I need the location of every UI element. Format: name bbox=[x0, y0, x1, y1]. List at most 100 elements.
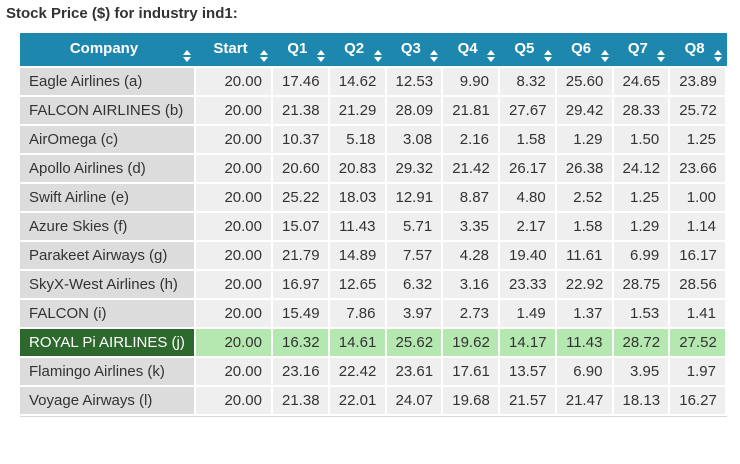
sort-icon bbox=[183, 50, 191, 62]
value-cell: 3.16 bbox=[443, 271, 500, 300]
column-header-q3[interactable]: Q3 bbox=[386, 33, 444, 68]
value-cell: 5.18 bbox=[329, 126, 387, 155]
table-row[interactable]: Flamingo Airlines (k) 20.00 23.16 22.42 23.6… bbox=[20, 358, 727, 387]
value-cell: 2.17 bbox=[500, 213, 557, 242]
value-cell: 20.00 bbox=[196, 97, 273, 126]
table-row[interactable]: SkyX-West Airlines (h) 20.00 16.97 12.65 6.3… bbox=[20, 271, 727, 300]
table-row[interactable]: Azure Skies (f) 20.00 15.07 11.43 5.71 3.35 2.… bbox=[20, 213, 727, 242]
value-cell: 24.65 bbox=[613, 68, 671, 97]
value-cell: 23.61 bbox=[386, 358, 444, 387]
column-header-label: Q2 bbox=[344, 40, 365, 57]
value-cell: 12.91 bbox=[386, 184, 444, 213]
value-cell: 7.86 bbox=[329, 300, 387, 329]
value-cell: 11.61 bbox=[556, 242, 614, 271]
value-cell: 22.01 bbox=[329, 387, 387, 416]
value-cell: 2.16 bbox=[443, 126, 500, 155]
value-cell: 1.25 bbox=[670, 126, 727, 155]
value-cell: 26.38 bbox=[556, 155, 614, 184]
value-cell: 28.72 bbox=[613, 329, 671, 358]
value-cell: 3.08 bbox=[386, 126, 444, 155]
column-header-q7[interactable]: Q7 bbox=[613, 33, 671, 68]
company-cell: Swift Airline (e) bbox=[20, 184, 196, 213]
value-cell: 1.49 bbox=[500, 300, 557, 329]
sort-icon bbox=[260, 50, 268, 62]
value-cell: 16.17 bbox=[670, 242, 727, 271]
column-header-label: Q3 bbox=[400, 40, 421, 57]
column-header-label: Q7 bbox=[627, 40, 648, 57]
value-cell: 13.57 bbox=[500, 358, 557, 387]
value-cell: 3.95 bbox=[613, 358, 671, 387]
value-cell: 16.32 bbox=[273, 329, 330, 358]
value-cell: 12.65 bbox=[329, 271, 387, 300]
company-cell: FALCON AIRLINES (b) bbox=[20, 97, 196, 126]
value-cell: 7.57 bbox=[386, 242, 444, 271]
value-cell: 14.89 bbox=[329, 242, 387, 271]
value-cell: 1.50 bbox=[613, 126, 671, 155]
value-cell: 23.16 bbox=[273, 358, 330, 387]
value-cell: 16.97 bbox=[273, 271, 330, 300]
value-cell: 16.27 bbox=[670, 387, 727, 416]
table-row[interactable]: FALCON (i) 20.00 15.49 7.86 3.97 2.73 1.49 1.37… bbox=[20, 300, 727, 329]
value-cell: 20.00 bbox=[196, 329, 273, 358]
value-cell: 21.42 bbox=[443, 155, 500, 184]
column-header-q4[interactable]: Q4 bbox=[443, 33, 500, 68]
column-header-label: Company bbox=[69, 40, 139, 57]
column-header-q6[interactable]: Q6 bbox=[556, 33, 614, 68]
value-cell: 1.58 bbox=[556, 213, 614, 242]
value-cell: 20.00 bbox=[196, 184, 273, 213]
company-cell: Voyage Airways (l) bbox=[20, 387, 196, 416]
value-cell: 22.92 bbox=[556, 271, 614, 300]
value-cell: 11.43 bbox=[556, 329, 614, 358]
column-header-q2[interactable]: Q2 bbox=[329, 33, 387, 68]
sort-icon bbox=[543, 50, 552, 62]
value-cell: 1.29 bbox=[556, 126, 614, 155]
sort-icon bbox=[487, 50, 495, 62]
company-cell: Apollo Airlines (d) bbox=[20, 155, 196, 184]
column-header-q5[interactable]: Q5 bbox=[500, 33, 557, 68]
value-cell: 21.79 bbox=[273, 242, 330, 271]
company-cell: Parakeet Airways (g) bbox=[20, 242, 196, 271]
table-row[interactable]: Apollo Airlines (d) 20.00 20.60 20.83 29.32 2… bbox=[20, 155, 727, 184]
value-cell: 20.00 bbox=[196, 155, 273, 184]
company-cell: Eagle Airlines (a) bbox=[20, 68, 196, 97]
column-header-q8[interactable]: Q8 bbox=[670, 33, 727, 68]
header-row: Company Start Q1 Q2 Q3 Q4 Q5 Q6 Q7 Q8 bbox=[20, 33, 727, 68]
sort-icon bbox=[430, 50, 439, 62]
value-cell: 22.42 bbox=[329, 358, 387, 387]
value-cell: 1.41 bbox=[670, 300, 727, 329]
table-row[interactable]: Swift Airline (e) 20.00 25.22 18.03 12.91 8.8… bbox=[20, 184, 727, 213]
table-row[interactable]: Voyage Airways (l) 20.00 21.38 22.01 24.07 19… bbox=[20, 387, 727, 416]
table-row-selected[interactable]: ROYAL Pi AIRLINES (j) 20.00 16.32 14.61 25.6… bbox=[20, 329, 727, 358]
value-cell: 17.46 bbox=[273, 68, 330, 97]
value-cell: 6.32 bbox=[386, 271, 444, 300]
value-cell: 20.00 bbox=[196, 68, 273, 97]
column-header-label: Start bbox=[213, 40, 248, 57]
value-cell: 2.73 bbox=[443, 300, 500, 329]
table-row[interactable]: FALCON AIRLINES (b) 20.00 21.38 21.29 28.09 2… bbox=[20, 97, 727, 126]
column-header-start[interactable]: Start bbox=[196, 33, 273, 68]
value-cell: 5.71 bbox=[386, 213, 444, 242]
value-cell: 23.89 bbox=[670, 68, 727, 97]
company-cell: ROYAL Pi AIRLINES (j) bbox=[20, 329, 196, 358]
table-row[interactable]: Eagle Airlines (a) 20.00 17.46 14.62 12.53 9.… bbox=[20, 68, 727, 97]
value-cell: 11.43 bbox=[329, 213, 387, 242]
column-header-company[interactable]: Company bbox=[20, 33, 196, 68]
page: Stock Price ($) for industry ind1: Compa… bbox=[6, 5, 727, 417]
column-header-label: Q8 bbox=[684, 40, 705, 57]
value-cell: 15.49 bbox=[273, 300, 330, 329]
column-header-q1[interactable]: Q1 bbox=[273, 33, 330, 68]
stock-price-table: Company Start Q1 Q2 Q3 Q4 Q5 Q6 Q7 Q8 Eagle Airli… bbox=[20, 33, 727, 417]
value-cell: 10.37 bbox=[273, 126, 330, 155]
value-cell: 21.38 bbox=[273, 97, 330, 126]
value-cell: 1.29 bbox=[613, 213, 671, 242]
value-cell: 20.00 bbox=[196, 358, 273, 387]
value-cell: 21.38 bbox=[273, 387, 330, 416]
table-row[interactable]: AirOmega (c) 20.00 10.37 5.18 3.08 2.16 1.58 1.… bbox=[20, 126, 727, 155]
value-cell: 23.66 bbox=[670, 155, 727, 184]
sort-icon bbox=[316, 50, 325, 62]
table-row[interactable]: Parakeet Airways (g) 20.00 21.79 14.89 7.57 4… bbox=[20, 242, 727, 271]
company-cell: SkyX-West Airlines (h) bbox=[20, 271, 196, 300]
value-cell: 12.53 bbox=[386, 68, 444, 97]
value-cell: 19.40 bbox=[500, 242, 557, 271]
value-cell: 20.00 bbox=[196, 387, 273, 416]
